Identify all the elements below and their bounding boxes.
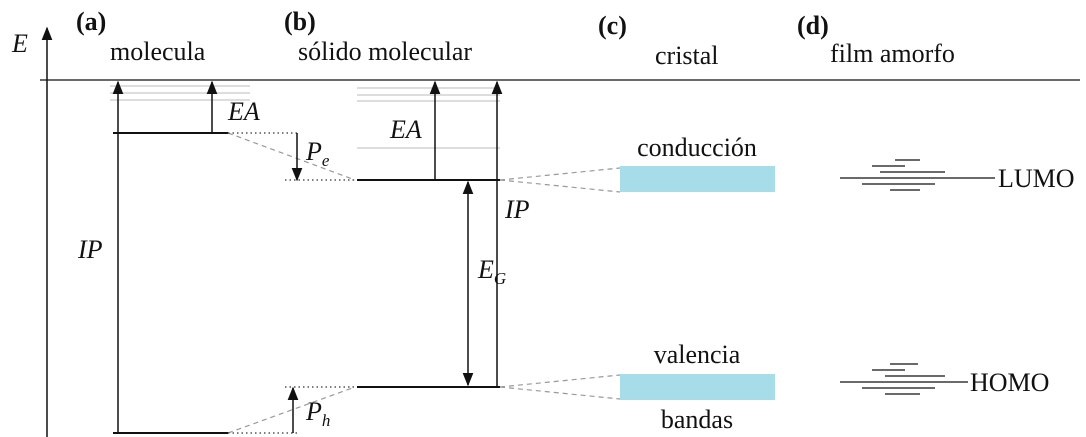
panel-tag: (b) bbox=[284, 7, 316, 36]
valence-band bbox=[620, 374, 775, 400]
lumo-label: LUMO bbox=[998, 164, 1075, 193]
conduction-band bbox=[620, 166, 775, 192]
panel-title: sólido molecular bbox=[298, 37, 472, 66]
ph-label: Ph bbox=[305, 397, 330, 430]
axis-label: E bbox=[11, 29, 28, 58]
ip-label: IP bbox=[504, 195, 530, 224]
panel-tag: (c) bbox=[598, 11, 627, 40]
amorphous-lumo bbox=[840, 159, 995, 191]
homo-label: HOMO bbox=[970, 368, 1049, 397]
panel-tag: (a) bbox=[76, 7, 106, 36]
ip-label: IP bbox=[77, 235, 103, 264]
amorphous-homo bbox=[840, 363, 968, 395]
panel-title: film amorfo bbox=[830, 39, 955, 68]
pe-label: Pe bbox=[305, 137, 330, 170]
ea-label: EA bbox=[227, 97, 260, 126]
band-label: bandas bbox=[661, 405, 733, 434]
panel-tag: (d) bbox=[797, 11, 829, 40]
band-label: conducción bbox=[637, 133, 757, 162]
band-label: valencia bbox=[654, 340, 741, 369]
panel-title: cristal bbox=[655, 41, 719, 70]
polarization bbox=[227, 132, 356, 434]
ea-label: EA bbox=[389, 115, 422, 144]
panel-title: molecula bbox=[110, 37, 206, 66]
solid-levels bbox=[357, 80, 621, 400]
eg-label: EG bbox=[477, 255, 506, 288]
molecule-levels bbox=[110, 80, 250, 434]
